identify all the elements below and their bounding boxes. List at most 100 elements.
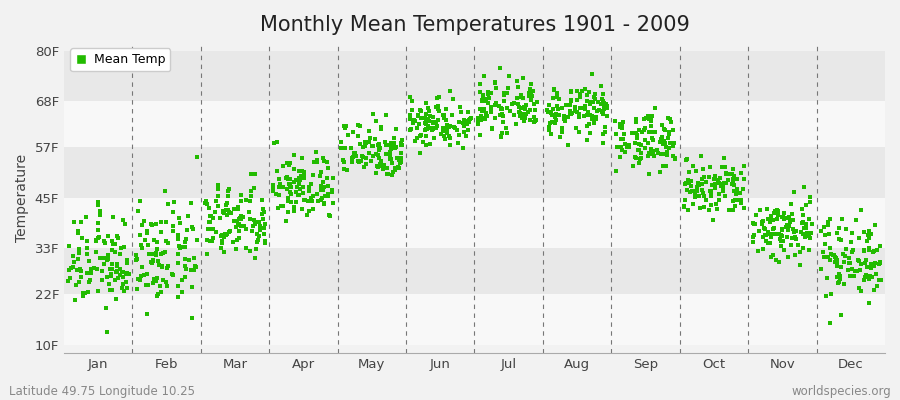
- Point: [637, 116, 652, 122]
- Point: [494, 134, 508, 140]
- Point: [638, 137, 652, 144]
- Point: [627, 130, 642, 136]
- Point: [492, 112, 507, 118]
- Point: [180, 213, 194, 219]
- Point: [292, 192, 306, 198]
- Point: [336, 157, 350, 163]
- Point: [701, 207, 716, 214]
- Point: [402, 94, 417, 100]
- Point: [97, 238, 112, 244]
- Point: [315, 195, 329, 202]
- Point: [711, 180, 725, 186]
- Point: [622, 143, 636, 149]
- Point: [378, 142, 392, 148]
- Point: [553, 134, 567, 140]
- Point: [725, 166, 740, 172]
- Point: [403, 112, 418, 118]
- Point: [689, 188, 704, 194]
- Point: [297, 168, 311, 175]
- Point: [644, 151, 658, 157]
- Point: [788, 228, 803, 234]
- Point: [836, 281, 850, 288]
- Point: [517, 117, 531, 124]
- Point: [269, 139, 284, 146]
- Point: [725, 181, 740, 187]
- Point: [387, 135, 401, 142]
- Point: [270, 168, 284, 174]
- Point: [153, 283, 167, 289]
- Point: [833, 273, 848, 279]
- Point: [286, 208, 301, 214]
- Point: [418, 121, 433, 127]
- Point: [678, 197, 692, 204]
- Point: [406, 120, 420, 126]
- Point: [224, 210, 238, 216]
- Point: [244, 188, 258, 195]
- Point: [864, 230, 878, 237]
- Point: [678, 181, 692, 188]
- Point: [310, 149, 324, 156]
- Point: [119, 271, 133, 277]
- Point: [446, 96, 460, 102]
- Point: [287, 204, 302, 210]
- Point: [374, 158, 388, 165]
- Point: [306, 172, 320, 178]
- Point: [185, 284, 200, 291]
- Point: [641, 140, 655, 146]
- Point: [631, 141, 645, 148]
- Point: [781, 226, 796, 233]
- Point: [772, 236, 787, 242]
- Point: [271, 205, 285, 212]
- Point: [305, 198, 320, 205]
- Point: [428, 119, 443, 125]
- Point: [495, 113, 509, 119]
- Point: [688, 190, 702, 197]
- Point: [99, 305, 113, 312]
- Point: [284, 184, 298, 191]
- Point: [599, 103, 614, 110]
- Point: [232, 221, 247, 228]
- Point: [117, 244, 131, 250]
- Point: [655, 122, 670, 128]
- Point: [76, 293, 91, 300]
- Point: [828, 258, 842, 265]
- Point: [734, 199, 748, 206]
- Point: [244, 193, 258, 199]
- Point: [219, 231, 233, 238]
- Point: [452, 132, 466, 138]
- Point: [221, 192, 236, 199]
- Point: [402, 126, 417, 133]
- Point: [443, 122, 457, 129]
- Point: [166, 209, 180, 216]
- Point: [823, 245, 837, 251]
- Point: [82, 258, 96, 264]
- Point: [511, 84, 526, 90]
- Point: [165, 271, 179, 277]
- Point: [304, 181, 319, 188]
- Point: [781, 214, 796, 220]
- Point: [589, 116, 603, 122]
- Point: [478, 116, 492, 122]
- Point: [410, 125, 425, 132]
- Point: [141, 282, 156, 288]
- Point: [847, 273, 861, 279]
- Point: [403, 116, 418, 122]
- Point: [802, 232, 816, 239]
- Point: [664, 119, 679, 126]
- Point: [772, 230, 787, 237]
- Point: [133, 232, 148, 238]
- Point: [472, 81, 487, 88]
- Point: [276, 163, 291, 170]
- Point: [707, 184, 722, 191]
- Point: [680, 187, 694, 193]
- Point: [766, 231, 780, 238]
- Point: [869, 283, 884, 289]
- Point: [572, 129, 587, 136]
- Point: [197, 200, 211, 206]
- Point: [784, 200, 798, 207]
- Point: [609, 131, 624, 137]
- Point: [832, 276, 847, 282]
- Point: [662, 129, 676, 135]
- Point: [296, 175, 310, 182]
- Point: [625, 130, 639, 137]
